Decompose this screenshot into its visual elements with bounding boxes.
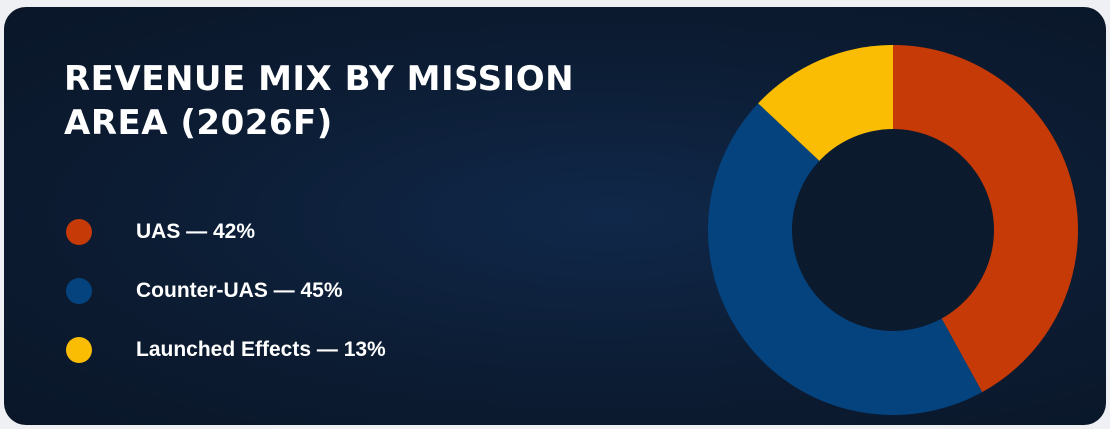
donut-hole — [792, 129, 994, 331]
chart-title: REVENUE MIX BY MISSION AREA (2026F) — [64, 59, 575, 143]
legend-item-uas: UAS — 42% — [66, 217, 386, 247]
legend-label-uas: UAS — 42% — [136, 220, 256, 243]
legend-item-counter-uas: Counter-UAS — 45% — [66, 276, 386, 306]
legend-label-launched-effects: Launched Effects — 13% — [136, 338, 386, 361]
legend-label-counter-uas: Counter-UAS — 45% — [136, 279, 343, 302]
chart-card: REVENUE MIX BY MISSION AREA (2026F) UAS … — [4, 7, 1106, 425]
legend-swatch-counter-uas — [66, 278, 92, 304]
legend: UAS — 42% Counter-UAS — 45% Launched Eff… — [66, 217, 386, 394]
legend-swatch-launched-effects — [66, 337, 92, 363]
legend-item-launched-effects: Launched Effects — 13% — [66, 335, 386, 365]
legend-swatch-uas — [66, 219, 92, 245]
donut-chart — [707, 45, 1079, 416]
